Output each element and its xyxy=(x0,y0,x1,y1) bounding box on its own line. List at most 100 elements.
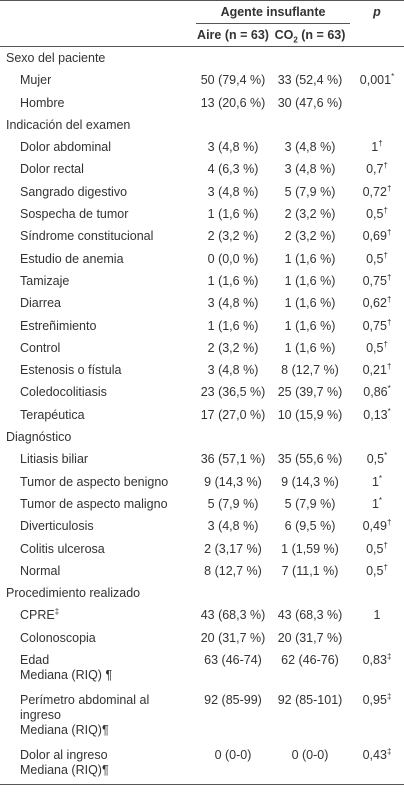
p-mark: * xyxy=(387,384,391,394)
p-mark: * xyxy=(384,451,388,461)
p-value-cell: 0,83‡ xyxy=(350,649,404,689)
p-value-cell: 0,7† xyxy=(350,158,404,180)
p-value-cell: 0,62† xyxy=(350,292,404,314)
label-text: CPRE xyxy=(20,608,55,623)
co2-value: 35 (55,6 %) xyxy=(277,452,343,467)
p-value-cell: 1 xyxy=(350,604,404,626)
p-value: 0,21 xyxy=(362,363,387,378)
data-row: Mujer 50 (79,4 %) 33 (52,4 %) 0,001* xyxy=(0,69,404,91)
p-mark: † xyxy=(383,562,388,572)
label-line: Mediana (RIQ)¶ xyxy=(20,723,109,738)
row-label: Colitis ulcerosa xyxy=(0,538,196,560)
label-line: Mediana (RIQ) ¶ xyxy=(20,668,113,683)
p-value: 0,001 xyxy=(359,73,392,88)
co2-value: 3 (4,8 %) xyxy=(284,162,336,177)
p-value-cell xyxy=(350,627,404,649)
p-value-cell: 1* xyxy=(350,493,404,515)
aire-value: 8 (12,7 %) xyxy=(204,563,262,578)
co2-value: 8 (12,7 %) xyxy=(281,363,339,378)
label-text: Estreñimiento xyxy=(20,318,97,333)
aire-value: 13 (20,6 %) xyxy=(200,95,266,110)
section-title: Diagnóstico xyxy=(6,430,72,445)
label-text: Normal xyxy=(20,563,61,578)
blank xyxy=(350,23,404,47)
data-row: Síndrome constitucional 2 (3,2 %) 2 (3,2 %… xyxy=(0,225,404,247)
row-label: Estreñimiento xyxy=(0,315,196,337)
p-mark: † xyxy=(383,161,388,171)
row-label: Estenosis o fístula xyxy=(0,359,196,381)
section-row: Diagnóstico xyxy=(0,426,404,448)
p-value: 0,13 xyxy=(363,407,388,422)
p-value: 0,43 xyxy=(362,748,387,763)
p-mark: † xyxy=(386,272,392,282)
label-text: Diverticulosis xyxy=(20,519,94,534)
p-value-cell: 0,5† xyxy=(350,203,404,225)
aire-value: 1 (1,6 %) xyxy=(207,207,259,222)
co2-value: 1 (1,6 %) xyxy=(284,340,336,355)
aire-value: 3 (4,8 %) xyxy=(207,363,259,378)
p-value-cell xyxy=(350,92,404,114)
section-title: Sexo del paciente xyxy=(6,51,106,65)
p-mark: † xyxy=(383,339,388,349)
aire-value: 63 (46-74) xyxy=(204,653,262,668)
row-label: Coledocolitiasis xyxy=(0,381,196,403)
row-label: Terapéutica xyxy=(0,404,196,426)
co2-value: 3 (4,8 %) xyxy=(284,140,336,155)
label-text: Síndrome constitucional xyxy=(20,229,154,244)
row-label: Control xyxy=(0,337,196,359)
p-value: 0,5 xyxy=(366,452,385,467)
p-value: 0,69 xyxy=(362,229,387,244)
data-row: Litiasis biliar 36 (57,1 %) 35 (55,6 %) 0,5… xyxy=(0,448,404,470)
label-text: Tumor de aspecto benigno xyxy=(20,474,169,489)
p-value: 0,5 xyxy=(366,563,384,578)
co2-value: 1 (1,6 %) xyxy=(284,296,336,311)
row-label: Normal xyxy=(0,560,196,582)
label-text: Diarrea xyxy=(20,296,61,311)
data-row: Estudio de anemia 0 (0,0 %) 1 (1,6 %) 0,5† xyxy=(0,248,404,270)
co2-value: 2 (3,2 %) xyxy=(284,229,336,244)
data-row: Edad Mediana (RIQ) ¶ 63 (46-74) 62 (46-76) 0… xyxy=(0,649,404,689)
co2-value: 5 (7,9 %) xyxy=(284,184,336,199)
p-value-cell: 0,5† xyxy=(350,337,404,359)
section-title: Procedimiento realizado xyxy=(6,586,141,601)
row-label: Tumor de aspecto maligno xyxy=(0,493,196,515)
p-value: 1 xyxy=(373,608,381,623)
label-text: Dolor rectal xyxy=(20,162,84,177)
data-row: Tumor de aspecto benigno 9 (14,3 %) 9 (14,… xyxy=(0,471,404,493)
label-text: Sospecha de tumor xyxy=(20,207,129,222)
co2-value: 6 (9,5 %) xyxy=(284,519,336,534)
co2-value: 5 (7,9 %) xyxy=(284,496,336,511)
p-value: 0,62 xyxy=(362,296,387,311)
aire-value: 50 (79,4 %) xyxy=(200,73,266,88)
header-row: Agente insuflante p xyxy=(0,0,404,24)
aire-value: 3 (4,8 %) xyxy=(207,184,259,199)
label-mark: ‡ xyxy=(54,607,60,617)
section-row: Sexo del paciente xyxy=(0,47,404,70)
section-title: Indicación del examen xyxy=(6,117,131,132)
row-label: Tamizaje xyxy=(0,270,196,292)
label-line: Edad xyxy=(20,653,50,668)
row-label: Hombre xyxy=(0,92,196,114)
p-mark: * xyxy=(378,473,383,483)
section-row: Procedimiento realizado xyxy=(0,582,404,604)
row-label: Diverticulosis xyxy=(0,515,196,537)
p-value: 0,95 xyxy=(362,693,387,708)
p-value: 0,5 xyxy=(366,541,384,556)
co2-value: 1 (1,6 %) xyxy=(284,273,336,288)
label-line: ingreso xyxy=(20,708,61,723)
co2-value: 30 (47,6 %) xyxy=(277,95,343,110)
p-mark: † xyxy=(386,362,392,371)
p-value-cell: 0,75† xyxy=(350,315,404,337)
group-header: Agente insuflante xyxy=(196,0,350,24)
p-value-cell: 0,43‡ xyxy=(350,744,404,785)
p-mark: † xyxy=(386,317,392,327)
aire-value: 23 (36,5 %) xyxy=(200,385,266,400)
p-value: 1 xyxy=(371,474,379,489)
label-text: Mujer xyxy=(20,73,52,88)
p-mark: ‡ xyxy=(386,651,392,661)
p-value-cell: 0,75† xyxy=(350,270,404,292)
data-row: Control 2 (3,2 %) 1 (1,6 %) 0,5† xyxy=(0,337,404,359)
row-label: Perímetro abdominal al ingreso Mediana (RI… xyxy=(0,689,196,744)
p-mark: † xyxy=(386,295,392,305)
p-value-cell: 0,95‡ xyxy=(350,689,404,744)
